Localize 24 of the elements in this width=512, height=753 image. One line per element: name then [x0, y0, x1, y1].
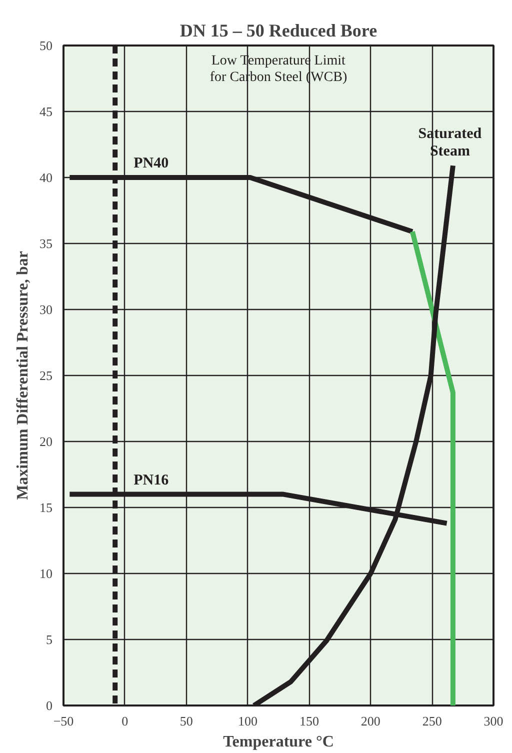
chart-title: DN 15 – 50 Reduced Bore — [180, 20, 378, 40]
x-tick-label: 50 — [180, 714, 193, 728]
series-label: PN40 — [134, 156, 169, 172]
y-tick-label: 40 — [40, 170, 52, 185]
y-tick-label: 30 — [40, 302, 52, 317]
y-tick-label: 5 — [46, 632, 52, 647]
x-tick-label: 100 — [238, 714, 258, 728]
y-tick-label: 10 — [40, 566, 52, 581]
y-tick-label: 0 — [46, 698, 52, 713]
y-axis-title: Maximum Differential Pressure, bar — [14, 251, 32, 500]
x-tick-label: 300 — [484, 714, 504, 728]
x-tick-label: 150 — [299, 714, 319, 728]
y-tick-label: 15 — [40, 500, 52, 515]
series-label: PN16 — [134, 472, 170, 488]
y-tick-label: 45 — [40, 104, 52, 119]
y-tick-label: 35 — [40, 236, 52, 251]
x-tick-label: 0 — [122, 714, 128, 728]
x-tick-label: 200 — [360, 714, 380, 728]
y-tick-label: 20 — [40, 434, 52, 449]
x-tick-label: 250 — [422, 714, 442, 728]
y-tick-label: 25 — [40, 368, 52, 383]
x-tick-label: −50 — [53, 714, 74, 728]
x-axis-title: Temperature °C — [223, 734, 334, 750]
y-tick-label: 50 — [40, 38, 52, 53]
